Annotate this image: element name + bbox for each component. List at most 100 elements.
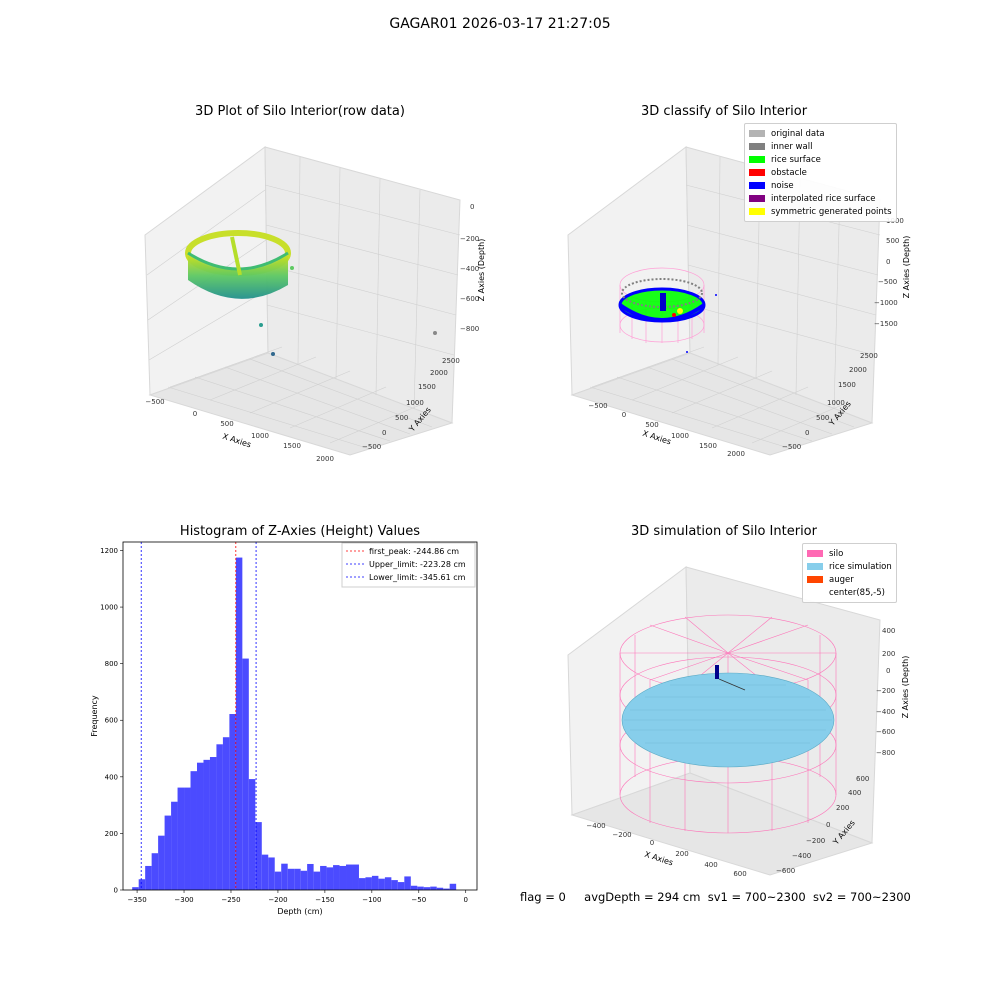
simulation-legend: silo rice simulation auger center(85,-5) [802, 543, 897, 603]
simulation-plot-title: 3D simulation of Silo Interior [631, 524, 817, 539]
status-footer: flag = 0 avgDepth = 294 cm sv1 = 700~230… [520, 890, 911, 904]
legend-swatch [749, 169, 765, 176]
raw-xtick: −500 [145, 398, 164, 406]
histogram-bar [268, 857, 275, 890]
classify-xtick: 1500 [699, 442, 717, 450]
histogram-bar [423, 887, 431, 890]
histogram-bar [326, 867, 334, 890]
histogram-bar [320, 865, 327, 890]
raw-xlabel: X Axies [221, 432, 252, 450]
histogram-bar [346, 864, 353, 890]
classify-ztick: −1000 [874, 299, 898, 307]
histogram-xtick: −250 [221, 896, 240, 904]
simulation-ztick: 0 [886, 667, 890, 675]
legend-swatch [749, 195, 765, 202]
histogram-bar [196, 762, 204, 890]
legend-label: auger [829, 574, 854, 585]
classify-zlabel: Z Axies (Depth) [902, 236, 911, 299]
histogram-bar [255, 822, 262, 890]
histogram-bar [145, 865, 152, 890]
histogram-bar [307, 863, 314, 890]
histogram-bar [449, 883, 457, 890]
histogram-bar [333, 865, 340, 890]
classify-ytick: 500 [816, 414, 829, 422]
raw-ztick: −400 [460, 265, 479, 273]
legend-label: interpolated rice surface [771, 193, 876, 204]
histogram-bar [184, 787, 191, 890]
histogram-ytick: 800 [105, 660, 118, 668]
histogram-bar [378, 878, 385, 890]
histogram-bar [339, 865, 347, 890]
raw-ytick: 2500 [442, 357, 460, 365]
simulation-xtick: 0 [650, 839, 654, 847]
histogram-bar [132, 887, 139, 890]
histogram-bar [222, 737, 230, 890]
simulation-ytick: 600 [856, 775, 869, 783]
raw-ytick: 2000 [430, 369, 448, 377]
legend-swatch [807, 550, 823, 557]
histogram-bar [171, 801, 178, 890]
legend-item: original data [749, 127, 892, 140]
classify-plot-title: 3D classify of Silo Interior [640, 104, 808, 119]
histogram-bar [203, 759, 210, 890]
simulation-xtick: −400 [586, 822, 605, 830]
legend-label: noise [771, 180, 794, 191]
histogram-ytick: 1000 [100, 604, 118, 612]
histogram-bar [391, 880, 398, 890]
classify-ytick: 2000 [849, 366, 867, 374]
histogram-bar [209, 757, 217, 890]
histogram-legend: first_peak: -244.86 cm Upper_limit: -223… [341, 542, 476, 588]
simulation-ytick: 400 [848, 789, 861, 797]
histogram-bar [365, 877, 372, 890]
histogram-xtick: −150 [315, 896, 334, 904]
flag-text: flag = 0 [520, 890, 566, 904]
classify-xtick: 1000 [671, 432, 689, 440]
raw-xtick: 500 [220, 420, 233, 428]
legend-item: silo [807, 547, 892, 560]
histogram-bar [138, 879, 146, 890]
legend-swatch [749, 182, 765, 189]
histogram-bar [352, 864, 359, 890]
histogram-ytick: 0 [114, 887, 118, 895]
legend-swatch [807, 576, 823, 583]
legend-label: rice surface [771, 154, 821, 165]
simulation-xlabel: X Axies [643, 850, 674, 868]
histogram-bar [443, 888, 450, 890]
simulation-xtick: 200 [675, 850, 688, 858]
histogram-bar [397, 882, 405, 890]
avg-depth-text: avgDepth = 294 cm [584, 890, 701, 904]
raw-xtick: 2000 [316, 455, 334, 463]
histogram-xtick: −350 [127, 896, 146, 904]
histogram-bar [384, 877, 392, 890]
simulation-ytick: −400 [792, 852, 811, 860]
histogram-bar [371, 875, 379, 890]
histogram-bar [151, 853, 159, 890]
legend-item: noise [749, 179, 892, 192]
legend-item: symmetric generated points [749, 205, 892, 218]
histogram-bar [300, 870, 308, 890]
legend-swatch [807, 589, 823, 596]
classify-ytick: 1500 [838, 381, 856, 389]
legend-label: symmetric generated points [771, 206, 892, 217]
legend-item: rice surface [749, 153, 892, 166]
legend-item: inner wall [749, 140, 892, 153]
histogram-xtick: −50 [411, 896, 426, 904]
classify-ytick: −500 [782, 443, 801, 451]
classify-xtick: 2000 [727, 450, 745, 458]
histogram-bar [281, 863, 288, 890]
histogram-bar [242, 658, 249, 890]
raw-ytick: 0 [382, 429, 386, 437]
raw-ytick: 500 [395, 414, 408, 422]
histogram-bar [313, 871, 321, 890]
classify-xtick: −500 [588, 402, 607, 410]
histogram-bar [261, 854, 269, 890]
simulation-ytick: −200 [806, 837, 825, 845]
raw-ztick: 0 [470, 203, 474, 211]
legend-label: original data [771, 128, 825, 139]
legend-label: inner wall [771, 141, 813, 152]
histogram-xtick: 0 [463, 896, 467, 904]
histogram-xtick: −100 [362, 896, 381, 904]
raw-xtick: 1500 [283, 442, 301, 450]
histogram-bar [274, 871, 282, 890]
simulation-ztick: −600 [876, 728, 895, 736]
